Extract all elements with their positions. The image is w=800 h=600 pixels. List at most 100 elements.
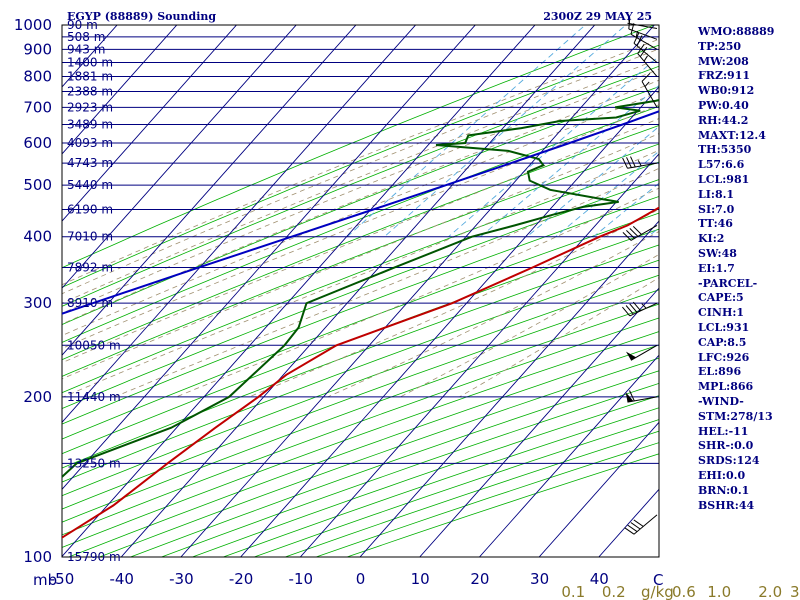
mixing-ratio-line xyxy=(384,25,627,238)
wind-barb xyxy=(622,301,658,317)
station-title: EGYP (88889) Sounding xyxy=(67,10,216,23)
wind-barb-half-flag xyxy=(643,55,648,62)
wind-barb-flag xyxy=(630,23,635,35)
wind-barb-flag xyxy=(622,157,628,169)
temperature-tick-label: 40 xyxy=(590,570,609,588)
wind-barb-pennant xyxy=(626,351,637,361)
wind-barb xyxy=(633,32,658,63)
isotherm-line xyxy=(62,25,357,356)
temperature-tick-label: 10 xyxy=(411,570,430,588)
moist-adiabat-line xyxy=(62,58,659,304)
temperature-trace xyxy=(62,206,659,539)
height-level-label: 1400 m xyxy=(67,56,113,70)
mixing-ratio-tick-label: 0.2 xyxy=(602,583,626,600)
sounding-index-item: LFC:926 xyxy=(698,350,750,364)
sounding-index-item: CAP:8.5 xyxy=(698,335,747,349)
isotherm-line xyxy=(62,25,417,423)
wind-barb xyxy=(624,514,658,535)
wind-barb-staff xyxy=(630,224,658,241)
height-level-label: 15790 m xyxy=(67,550,121,564)
height-level-label: 10050 m xyxy=(67,338,121,352)
wind-barb-half-flag xyxy=(637,160,642,167)
sounding-index-item: L57:6.6 xyxy=(698,158,745,172)
sounding-index-item: RH:44.2 xyxy=(698,113,749,127)
wind-barb-staff xyxy=(629,302,658,317)
wind-barb-staff xyxy=(627,396,658,403)
mixing-ratio-line xyxy=(555,150,659,238)
mixing-ratio-line xyxy=(448,55,659,238)
pressure-tick-label: 800 xyxy=(23,68,52,86)
mixing-ratio-line xyxy=(526,125,659,238)
wind-barb-staff xyxy=(637,53,658,77)
sounding-index-item: MAXT:12.4 xyxy=(698,128,766,142)
sounding-index-item: SRDS:124 xyxy=(698,454,760,468)
isotherm-line xyxy=(180,25,655,557)
dry-adiabat-line xyxy=(62,44,659,288)
moist-adiabat-line xyxy=(114,167,659,398)
height-level-label: 943 m xyxy=(67,42,105,56)
height-level-label: 5440 m xyxy=(67,178,113,192)
isotherm-line xyxy=(538,421,659,557)
sounding-index-item: TH:5350 xyxy=(698,143,752,157)
dewpoint-trace xyxy=(62,99,659,479)
wind-barb-flag xyxy=(628,17,631,30)
dry-adiabat-line xyxy=(62,289,659,510)
wind-barb-flag xyxy=(639,47,648,57)
mixing-ratio-line xyxy=(480,84,659,238)
isotherm-line xyxy=(62,25,178,155)
sounding-index-item: LI:8.1 xyxy=(698,187,735,201)
wind-barb xyxy=(626,344,658,361)
dry-adiabat-line xyxy=(62,161,659,394)
height-level-label: 508 m xyxy=(67,30,105,44)
height-level-label: 2923 m xyxy=(67,100,113,114)
temperature-tick-label: -40 xyxy=(109,570,134,588)
wind-barb xyxy=(637,43,658,77)
wind-barb xyxy=(622,156,658,169)
wind-barb-flag xyxy=(641,72,651,82)
wind-barb-flag xyxy=(629,228,639,237)
pressure-tick-label: 400 xyxy=(23,228,52,246)
dry-adiabat-line xyxy=(62,274,659,497)
sounding-index-item: WMO:88889 xyxy=(698,25,775,38)
wind-barb-flag xyxy=(626,230,635,239)
wind-barb-staff xyxy=(630,33,658,50)
temperature-tick-label: -20 xyxy=(229,570,254,588)
isotherm-line xyxy=(62,25,476,491)
wind-barb-flag xyxy=(625,305,634,315)
wind-barb-half-flag xyxy=(635,30,638,38)
temperature-tick-label: -10 xyxy=(289,570,314,588)
sounding-index-item: TT:46 xyxy=(698,217,733,231)
height-level-label: 1881 m xyxy=(67,70,113,84)
sounding-index-item: WB0:912 xyxy=(698,84,755,98)
wind-barb-staff xyxy=(628,28,658,40)
wind-barb-flag xyxy=(624,527,635,535)
height-level-label: 6190 m xyxy=(67,203,113,217)
observation-time: 2300Z 29 MAY 25 xyxy=(543,10,652,23)
mixing-ratio-tick-label: 1.0 xyxy=(707,583,731,600)
temperature-tick-label: 20 xyxy=(470,570,489,588)
moist-adiabat-line xyxy=(62,79,659,325)
height-level-label: 3489 m xyxy=(67,118,113,132)
wind-barb-flag xyxy=(632,301,642,312)
sounding-index-item: SW:48 xyxy=(698,246,737,260)
dry-adiabat-line xyxy=(62,105,659,343)
temperature-tick-label: 0 xyxy=(356,570,366,588)
isotherm-line xyxy=(419,287,659,557)
temperature-tick-label: 30 xyxy=(530,570,549,588)
sounding-indices-panel: WMO:88889 TP:250 MW:208 FRZ:911 WB0:912 PW:0.… xyxy=(698,25,798,513)
wind-barb-flag xyxy=(630,156,636,168)
sounding-index-item: BRN:0.1 xyxy=(698,483,750,497)
wind-barb-flag xyxy=(636,35,643,47)
pressure-tick-label: 600 xyxy=(23,134,52,152)
sounding-index-item: MPL:866 xyxy=(698,380,754,394)
wind-barb-staff xyxy=(633,514,658,535)
dry-adiabat-line xyxy=(62,331,659,548)
temperature-tick-label: -50 xyxy=(50,570,75,588)
mixing-ratio-tick-label: 3.0 xyxy=(790,583,800,600)
sounding-index-item: SHR-:0.0 xyxy=(698,439,754,453)
dry-adiabat-line xyxy=(62,179,659,410)
sounding-index-item: EL:896 xyxy=(698,365,742,379)
height-level-label: 4743 m xyxy=(67,156,113,170)
isotherm-line xyxy=(62,25,238,222)
